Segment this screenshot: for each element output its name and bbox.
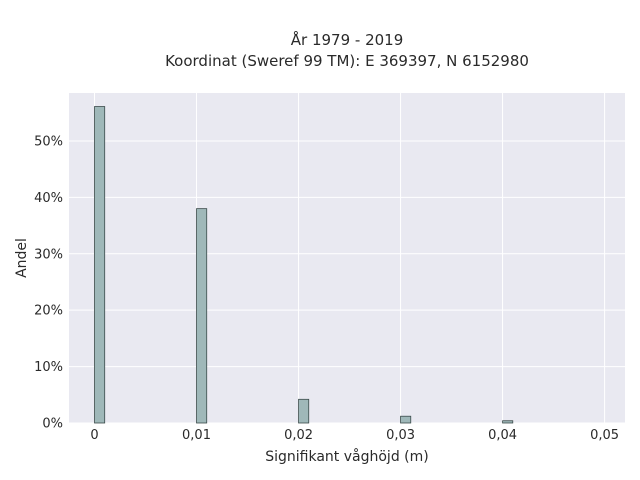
x-tick-label: 0,01	[182, 428, 211, 443]
histogram-bar	[400, 415, 412, 424]
y-axis-label: Andel	[14, 238, 30, 278]
histogram-bar	[298, 398, 310, 424]
x-tick-label: 0,02	[284, 428, 313, 443]
histogram-bar	[196, 208, 208, 424]
histogram-bar	[94, 106, 106, 424]
x-tick-label: 0,03	[386, 428, 415, 443]
x-tick-label: 0,05	[590, 428, 619, 443]
bars	[94, 106, 514, 424]
y-tick-label: 40%	[34, 191, 63, 206]
y-tick-label: 20%	[34, 304, 63, 319]
y-tick-label: 30%	[34, 247, 63, 262]
y-tick-label: 0%	[42, 417, 63, 432]
y-axis-ticks: 0% 10% 20% 30% 40% 50%	[34, 134, 63, 431]
y-tick-label: 50%	[34, 134, 63, 149]
x-tick-label: 0	[90, 428, 98, 443]
chart-subtitle: Koordinat (Sweref 99 TM): E 369397, N 61…	[165, 52, 529, 70]
plot-area	[69, 93, 625, 423]
x-axis-label: Signifikant våghöjd (m)	[265, 448, 428, 465]
x-axis-ticks: 0 0,01 0,02 0,03 0,04 0,05	[90, 428, 619, 443]
histogram-bar	[502, 420, 514, 424]
x-tick-label: 0,04	[488, 428, 517, 443]
y-tick-label: 10%	[34, 360, 63, 375]
grid-lines	[69, 93, 625, 424]
chart-title: År 1979 - 2019	[291, 30, 404, 49]
